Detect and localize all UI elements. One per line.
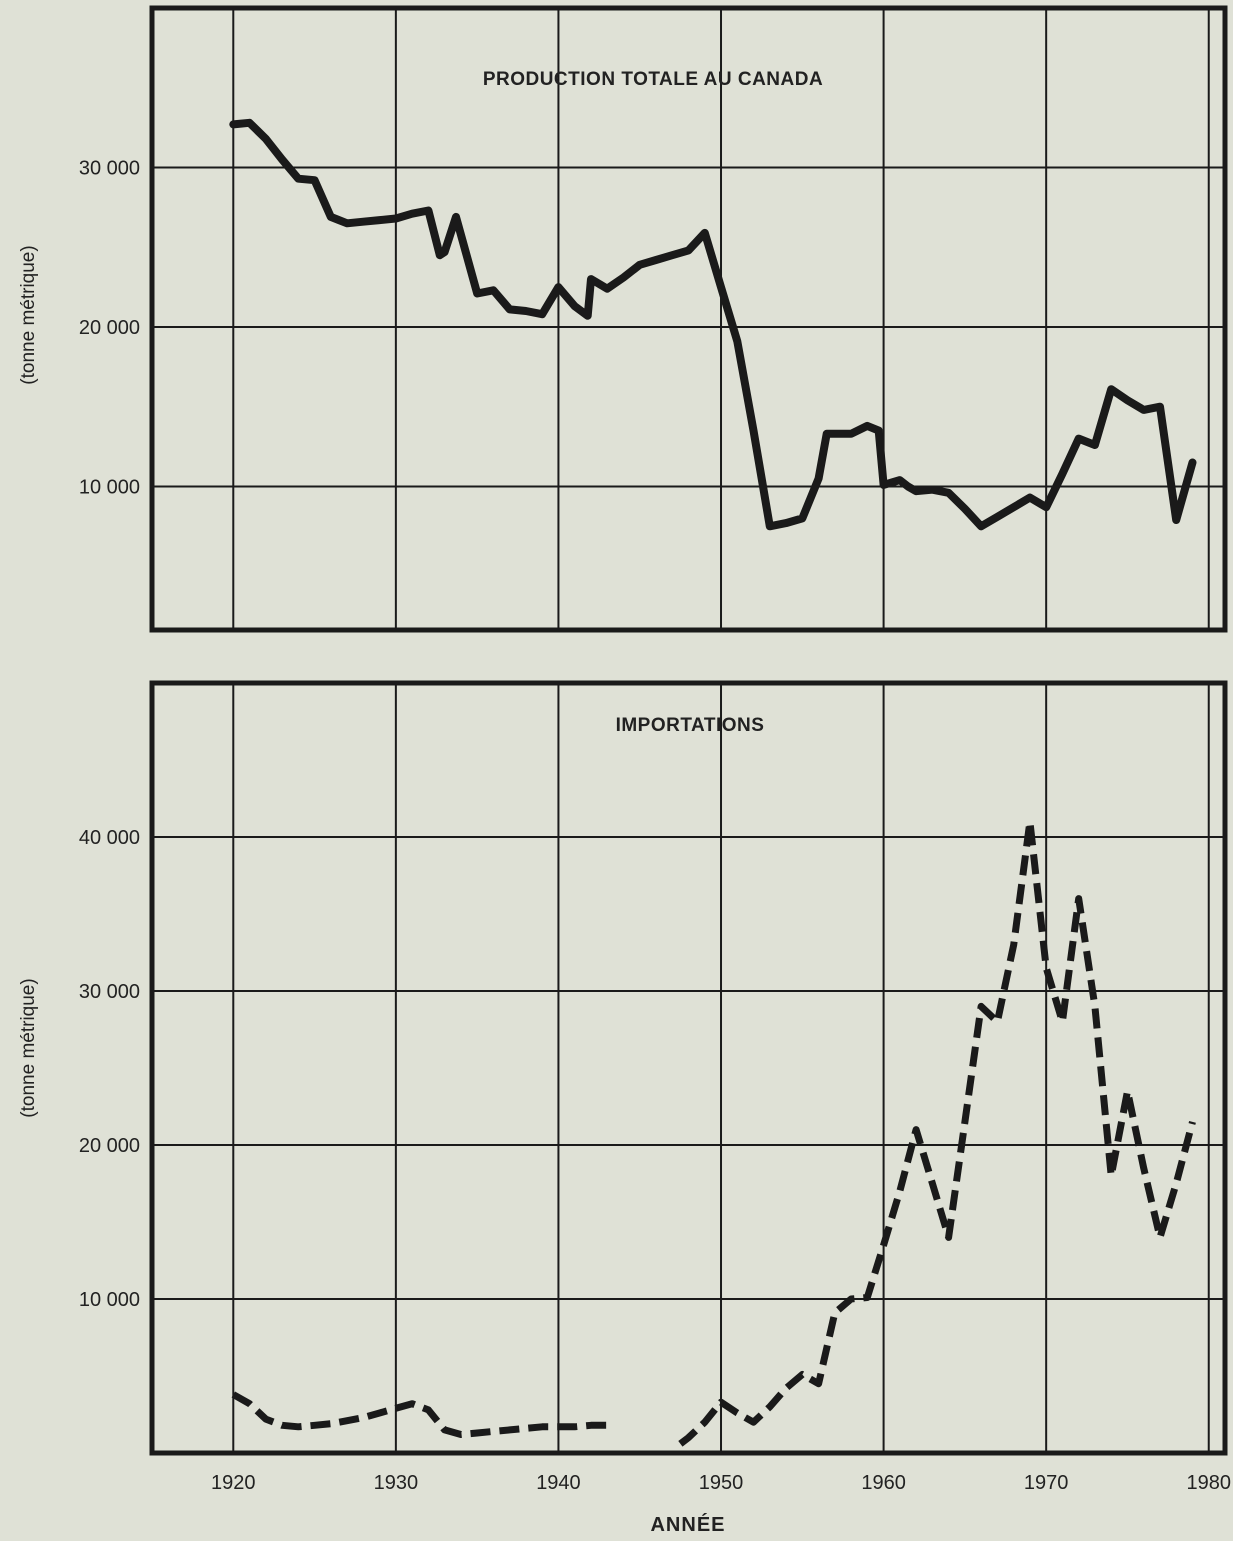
- production-chart-title: PRODUCTION TOTALE AU CANADA: [483, 69, 823, 90]
- imports-y-tick-label: 20 000: [79, 1135, 140, 1157]
- imports-plot-frame: [149, 680, 1228, 1456]
- production-y-axis-label: (tonne métrique): [18, 245, 39, 384]
- imports-x-tick-label: 1970: [1024, 1472, 1069, 1494]
- imports-chart-title: IMPORTATIONS: [616, 715, 765, 736]
- production-y-tick-label: 20 000: [79, 317, 140, 339]
- production-y-tick-label: 30 000: [79, 157, 140, 179]
- production-y-tick-label: 10 000: [79, 476, 140, 498]
- imports-chart: 10 000 20 000 30 000 40 000 1920 1930 1940 1950…: [18, 680, 1231, 1536]
- imports-x-tick-label: 1940: [536, 1472, 581, 1494]
- imports-series-line-2: [678, 818, 1196, 1447]
- production-series-line: [229, 118, 1197, 531]
- imports-x-tick-label: 1920: [211, 1472, 256, 1494]
- imports-x-tick-label: 1980: [1186, 1472, 1231, 1494]
- x-axis-label: ANNÉE: [650, 1513, 725, 1536]
- imports-y-tick-label: 40 000: [79, 827, 140, 849]
- production-plot-frame: [149, 5, 1228, 633]
- production-chart: 10 000 20 000 30 000 PRODUCTION TOTALE AU …: [18, 5, 1228, 633]
- imports-y-tick-label: 30 000: [79, 981, 140, 1003]
- imports-y-axis-label: (tonne métrique): [18, 978, 39, 1117]
- imports-series-line-1: [231, 1391, 608, 1438]
- imports-y-tick-label: 10 000: [79, 1289, 140, 1311]
- imports-x-tick-label: 1950: [699, 1472, 744, 1494]
- imports-x-tick-label: 1930: [374, 1472, 419, 1494]
- imports-x-tick-label: 1960: [861, 1472, 906, 1494]
